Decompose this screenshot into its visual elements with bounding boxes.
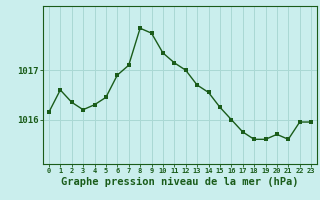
X-axis label: Graphe pression niveau de la mer (hPa): Graphe pression niveau de la mer (hPa) xyxy=(61,177,299,187)
